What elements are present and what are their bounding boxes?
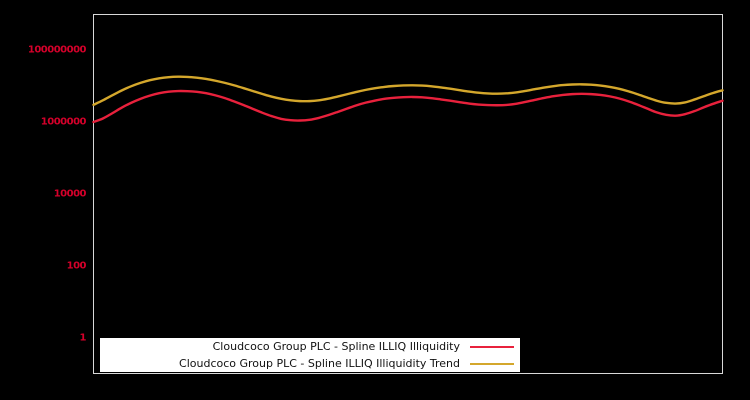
y-axis-tick-label: 10000	[53, 188, 87, 200]
series-line	[92, 89, 724, 124]
y-axis-tick-label: 1000000	[40, 116, 87, 128]
chart-legend[interactable]: Cloudcoco Group PLC - Spline ILLIQ Illiq…	[100, 338, 520, 372]
legend-item-label: Cloudcoco Group PLC - Spline ILLIQ Illiq…	[179, 357, 460, 370]
legend-color-swatch-line	[468, 338, 516, 355]
y-axis-tick-label: 100000000	[27, 44, 87, 56]
legend-item[interactable]: Cloudcoco Group PLC - Spline ILLIQ Illiq…	[100, 338, 520, 355]
y-axis-tick-label: 100	[66, 260, 87, 272]
plot-frame	[93, 14, 723, 374]
series-line	[92, 75, 724, 107]
legend-item[interactable]: Cloudcoco Group PLC - Spline ILLIQ Illiq…	[100, 355, 520, 372]
legend-item-label: Cloudcoco Group PLC - Spline ILLIQ Illiq…	[212, 340, 460, 353]
series-lines	[92, 75, 724, 124]
y-axis-tick-label: 1	[79, 332, 87, 344]
legend-color-swatch-line	[468, 355, 516, 372]
